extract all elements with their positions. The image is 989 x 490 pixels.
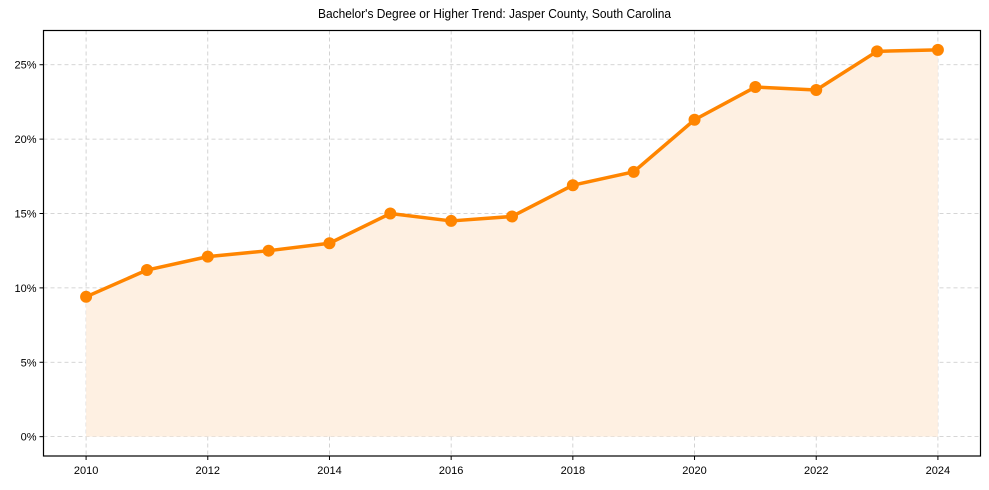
data-point bbox=[627, 165, 640, 178]
area-fill bbox=[86, 49, 938, 437]
data-point bbox=[931, 43, 944, 56]
chart-title: Bachelor's Degree or Higher Trend: Jaspe… bbox=[317, 6, 672, 21]
data-point bbox=[688, 113, 701, 126]
y-tick-label: 10% bbox=[14, 283, 36, 295]
data-point bbox=[140, 264, 153, 277]
x-tick-label: 2020 bbox=[682, 465, 706, 477]
y-tick-label: 5% bbox=[21, 357, 37, 369]
y-tick-label: 25% bbox=[14, 60, 36, 72]
x-tick-label: 2018 bbox=[561, 465, 585, 477]
data-point bbox=[384, 207, 397, 220]
x-tick-label: 2014 bbox=[317, 465, 341, 477]
y-axis: 0% 5% 10% 15% 20% 25% bbox=[14, 60, 44, 444]
data-point bbox=[871, 45, 884, 58]
x-tick-label: 2016 bbox=[439, 465, 463, 477]
data-markers bbox=[80, 43, 944, 303]
data-point bbox=[566, 179, 579, 192]
data-point bbox=[445, 214, 458, 227]
y-tick-label: 0% bbox=[21, 432, 37, 444]
data-point bbox=[201, 250, 214, 263]
y-tick-label: 20% bbox=[14, 134, 36, 146]
x-tick-label: 2024 bbox=[926, 465, 950, 477]
data-point bbox=[262, 244, 275, 257]
data-point bbox=[80, 290, 93, 303]
data-point bbox=[810, 84, 823, 97]
plot-frame bbox=[42, 29, 982, 457]
y-tick-label: 15% bbox=[14, 208, 36, 220]
x-tick-label: 2022 bbox=[804, 465, 828, 477]
x-axis: 2010 2012 2014 2016 2018 2020 2022 2024 bbox=[74, 456, 950, 477]
data-point bbox=[323, 237, 336, 250]
x-tick-label: 2010 bbox=[74, 465, 98, 477]
data-point bbox=[749, 81, 762, 94]
data-point bbox=[506, 210, 518, 223]
x-tick-label: 2012 bbox=[196, 465, 220, 477]
